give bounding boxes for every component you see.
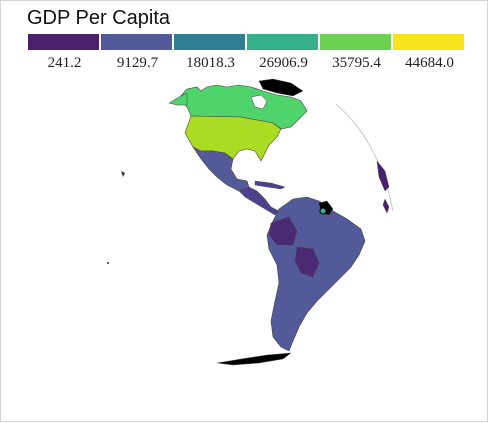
region-caribbean: [254, 180, 286, 190]
region-africa-edge-2: [382, 198, 390, 214]
guiana-dot: [319, 207, 327, 215]
legend-label-2: 9129.7: [116, 55, 159, 71]
legend-swatch-6: [393, 34, 464, 50]
map-title: GDP Per Capita: [27, 7, 171, 29]
legend-swatch-5: [320, 34, 391, 50]
legend-label-6: 44684.0: [405, 55, 454, 71]
legend-label-1: 241.2: [47, 55, 82, 71]
globe-outline: [335, 103, 394, 212]
island-speck: [107, 262, 109, 264]
legend-label-5: 35795.4: [332, 55, 381, 71]
hudson-bay: [250, 94, 268, 110]
legend-swatch-4: [247, 34, 318, 50]
region-greenland: [258, 78, 304, 97]
legend-swatch-3: [174, 34, 245, 50]
region-antarctica: [216, 352, 292, 366]
legend-label-4: 26906.9: [259, 55, 308, 71]
legend-swatch-1: [28, 34, 99, 50]
island-hawaii: [121, 171, 125, 177]
region-alaska: [168, 92, 188, 106]
region-africa-edge: [376, 160, 390, 192]
region-andes-west: [268, 216, 298, 246]
region-central-america: [238, 186, 280, 216]
color-legend: [28, 34, 466, 50]
region-bolivia: [294, 246, 320, 278]
legend-swatch-2: [101, 34, 172, 50]
legend-label-3: 18018.3: [186, 55, 235, 71]
region-mexico: [192, 146, 250, 192]
